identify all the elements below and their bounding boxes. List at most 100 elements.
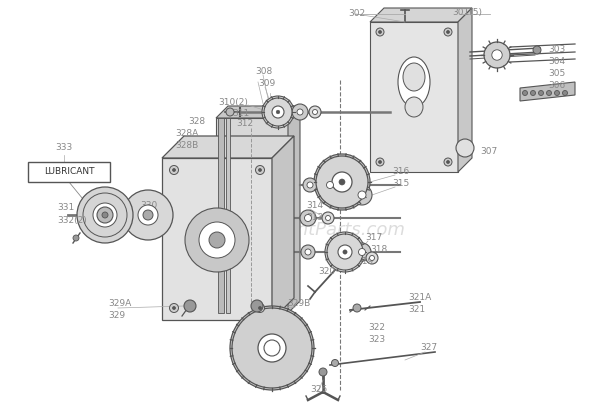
Text: 331: 331 — [57, 203, 74, 213]
Circle shape — [226, 108, 234, 116]
Ellipse shape — [398, 57, 430, 107]
Circle shape — [332, 360, 339, 367]
Circle shape — [258, 334, 286, 362]
Text: 323: 323 — [368, 335, 385, 345]
Circle shape — [169, 166, 179, 175]
Text: 301(5): 301(5) — [452, 9, 482, 17]
Circle shape — [444, 28, 452, 36]
Text: eReplacementParts.com: eReplacementParts.com — [185, 221, 405, 239]
Text: 314: 314 — [306, 202, 323, 211]
Text: LUBRICANT: LUBRICANT — [44, 168, 94, 177]
Circle shape — [343, 250, 347, 254]
Circle shape — [484, 42, 510, 68]
Circle shape — [353, 304, 361, 312]
Circle shape — [326, 215, 330, 220]
Circle shape — [93, 203, 117, 227]
Text: 309: 309 — [258, 79, 276, 89]
Circle shape — [353, 243, 371, 261]
Text: 305: 305 — [548, 70, 565, 79]
Circle shape — [359, 249, 365, 256]
Circle shape — [456, 139, 474, 157]
Circle shape — [172, 168, 175, 171]
Text: 326: 326 — [310, 386, 327, 394]
Text: 332(2): 332(2) — [57, 215, 87, 224]
Bar — [216, 118, 288, 313]
Circle shape — [172, 307, 175, 309]
Circle shape — [366, 252, 378, 264]
Circle shape — [268, 344, 276, 352]
Text: 308: 308 — [255, 68, 272, 77]
Polygon shape — [370, 8, 472, 22]
Circle shape — [321, 176, 339, 194]
Circle shape — [369, 256, 375, 260]
Circle shape — [169, 303, 179, 313]
Circle shape — [255, 303, 264, 313]
Circle shape — [300, 210, 316, 226]
Circle shape — [523, 90, 527, 96]
Text: 321: 321 — [408, 305, 425, 315]
Ellipse shape — [405, 97, 423, 117]
Circle shape — [376, 28, 384, 36]
Circle shape — [546, 90, 552, 96]
Circle shape — [358, 191, 366, 199]
Circle shape — [533, 46, 541, 54]
Text: 317: 317 — [365, 234, 382, 243]
Text: 328: 328 — [188, 117, 205, 126]
Circle shape — [73, 235, 79, 241]
Circle shape — [272, 106, 284, 118]
Ellipse shape — [403, 63, 425, 91]
Circle shape — [77, 187, 133, 243]
Circle shape — [138, 205, 158, 225]
Circle shape — [339, 179, 345, 185]
Text: 324: 324 — [246, 354, 263, 362]
Circle shape — [338, 245, 352, 259]
Circle shape — [307, 182, 313, 188]
Circle shape — [102, 212, 108, 218]
Circle shape — [264, 340, 280, 356]
Text: 306: 306 — [548, 81, 565, 90]
Text: 313: 313 — [306, 213, 323, 222]
Circle shape — [316, 156, 368, 208]
Text: 329: 329 — [108, 311, 125, 320]
Text: 310(2): 310(2) — [218, 98, 248, 107]
Circle shape — [492, 50, 502, 60]
Circle shape — [326, 181, 333, 188]
Circle shape — [185, 208, 249, 272]
Text: 302: 302 — [348, 9, 365, 19]
Circle shape — [530, 90, 536, 96]
Circle shape — [305, 249, 311, 255]
Text: 303: 303 — [548, 45, 565, 55]
Circle shape — [184, 300, 196, 312]
Circle shape — [297, 109, 303, 115]
Polygon shape — [370, 22, 458, 172]
Circle shape — [352, 185, 372, 205]
Circle shape — [555, 90, 559, 96]
Text: 329A: 329A — [108, 300, 131, 309]
Circle shape — [332, 172, 352, 192]
Text: 329B: 329B — [287, 300, 310, 309]
Text: 320: 320 — [318, 267, 335, 277]
Circle shape — [292, 104, 308, 120]
Text: 315: 315 — [392, 179, 409, 188]
Circle shape — [447, 30, 450, 34]
Circle shape — [199, 222, 235, 258]
Polygon shape — [162, 158, 272, 320]
Text: 330: 330 — [140, 200, 158, 209]
Circle shape — [97, 207, 113, 223]
Text: 319: 319 — [356, 258, 373, 266]
Text: 322: 322 — [368, 324, 385, 333]
Circle shape — [123, 190, 173, 240]
Text: 327: 327 — [420, 343, 437, 352]
Polygon shape — [520, 82, 575, 101]
Text: 318: 318 — [370, 245, 387, 254]
Circle shape — [319, 368, 327, 376]
Circle shape — [209, 232, 225, 248]
Circle shape — [327, 234, 363, 270]
Circle shape — [258, 307, 261, 309]
Circle shape — [379, 160, 382, 164]
Polygon shape — [162, 136, 294, 158]
Polygon shape — [272, 136, 294, 320]
Text: 304: 304 — [548, 58, 565, 66]
Circle shape — [262, 96, 294, 128]
Text: 321A: 321A — [408, 294, 431, 303]
